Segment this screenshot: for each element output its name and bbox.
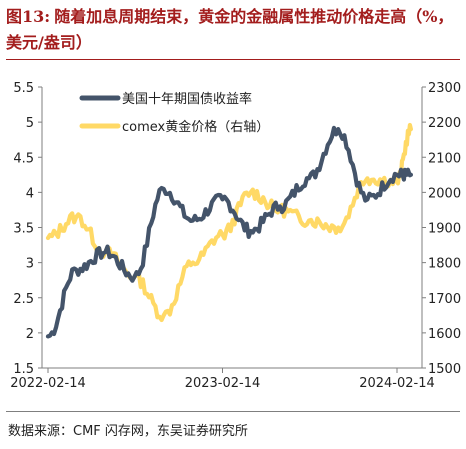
title-divider bbox=[6, 59, 460, 60]
right-axis-tick-label: 2200 bbox=[428, 116, 461, 131]
right-axis: 1500 1600 1700 1800 1900 2000 2100 2200 2300 bbox=[422, 81, 461, 377]
right-axis-tick-label: 2100 bbox=[428, 151, 461, 166]
right-axis-tick-label: 2000 bbox=[428, 186, 461, 201]
line-chart: 1.5 2 2.5 3 3.5 4 4.5 5 5.5 1500 1600 1700 1800 1900… bbox=[10, 81, 461, 391]
left-axis-tick-label: 1.5 bbox=[13, 362, 34, 377]
figure-number: 图13: bbox=[6, 7, 51, 26]
left-axis-tick-label: 4 bbox=[26, 186, 34, 201]
left-axis-tick-label: 4.5 bbox=[13, 151, 34, 166]
legend-item-yield: 美国十年期国债收益率 bbox=[79, 91, 252, 107]
figure-title-text: 随着加息周期结束，黄金的金融属性推动价格走高（%，美元/盎司） bbox=[6, 7, 454, 52]
x-axis-tick-label: 2022-02-14 bbox=[10, 376, 86, 391]
right-axis-tick-label: 1600 bbox=[428, 327, 461, 342]
legend-item-gold: comex黄金价格（右轴） bbox=[79, 119, 269, 135]
right-axis-tick-label: 1500 bbox=[428, 362, 461, 377]
figure-title: 图13: 随着加息周期结束，黄金的金融属性推动价格走高（%，美元/盎司） bbox=[6, 4, 460, 56]
x-axis-tick-label: 2023-02-14 bbox=[185, 376, 261, 391]
left-axis: 1.5 2 2.5 3 3.5 4 4.5 5 5.5 bbox=[13, 81, 42, 377]
series-line-yield bbox=[45, 125, 413, 339]
series-layer bbox=[45, 122, 413, 339]
legend-label-gold: comex黄金价格（右轴） bbox=[122, 119, 269, 135]
right-axis-tick-label: 1700 bbox=[428, 292, 461, 307]
left-axis-tick-label: 3 bbox=[26, 257, 34, 272]
source-note: 数据来源：CMF 闪存网，东吴证券研究所 bbox=[8, 424, 248, 439]
left-axis-tick-label: 5 bbox=[26, 116, 34, 131]
right-axis-tick-label: 1800 bbox=[428, 257, 461, 272]
source-divider bbox=[6, 411, 460, 412]
legend: 美国十年期国债收益率 comex黄金价格（右轴） bbox=[79, 91, 269, 135]
right-axis-tick-label: 1900 bbox=[428, 222, 461, 237]
right-axis-tick-label: 2300 bbox=[428, 81, 461, 96]
series-line-gold bbox=[45, 122, 413, 323]
left-axis-tick-label: 2 bbox=[26, 327, 34, 342]
left-axis-tick-label: 5.5 bbox=[13, 81, 34, 96]
left-axis-tick-label: 2.5 bbox=[13, 292, 34, 307]
x-axis: 2022-02-14 2023-02-14 2024-02-14 bbox=[10, 368, 435, 391]
legend-label-yield: 美国十年期国债收益率 bbox=[122, 91, 252, 107]
x-axis-tick-label: 2024-02-14 bbox=[359, 376, 435, 391]
left-axis-tick-label: 3.5 bbox=[13, 222, 34, 237]
